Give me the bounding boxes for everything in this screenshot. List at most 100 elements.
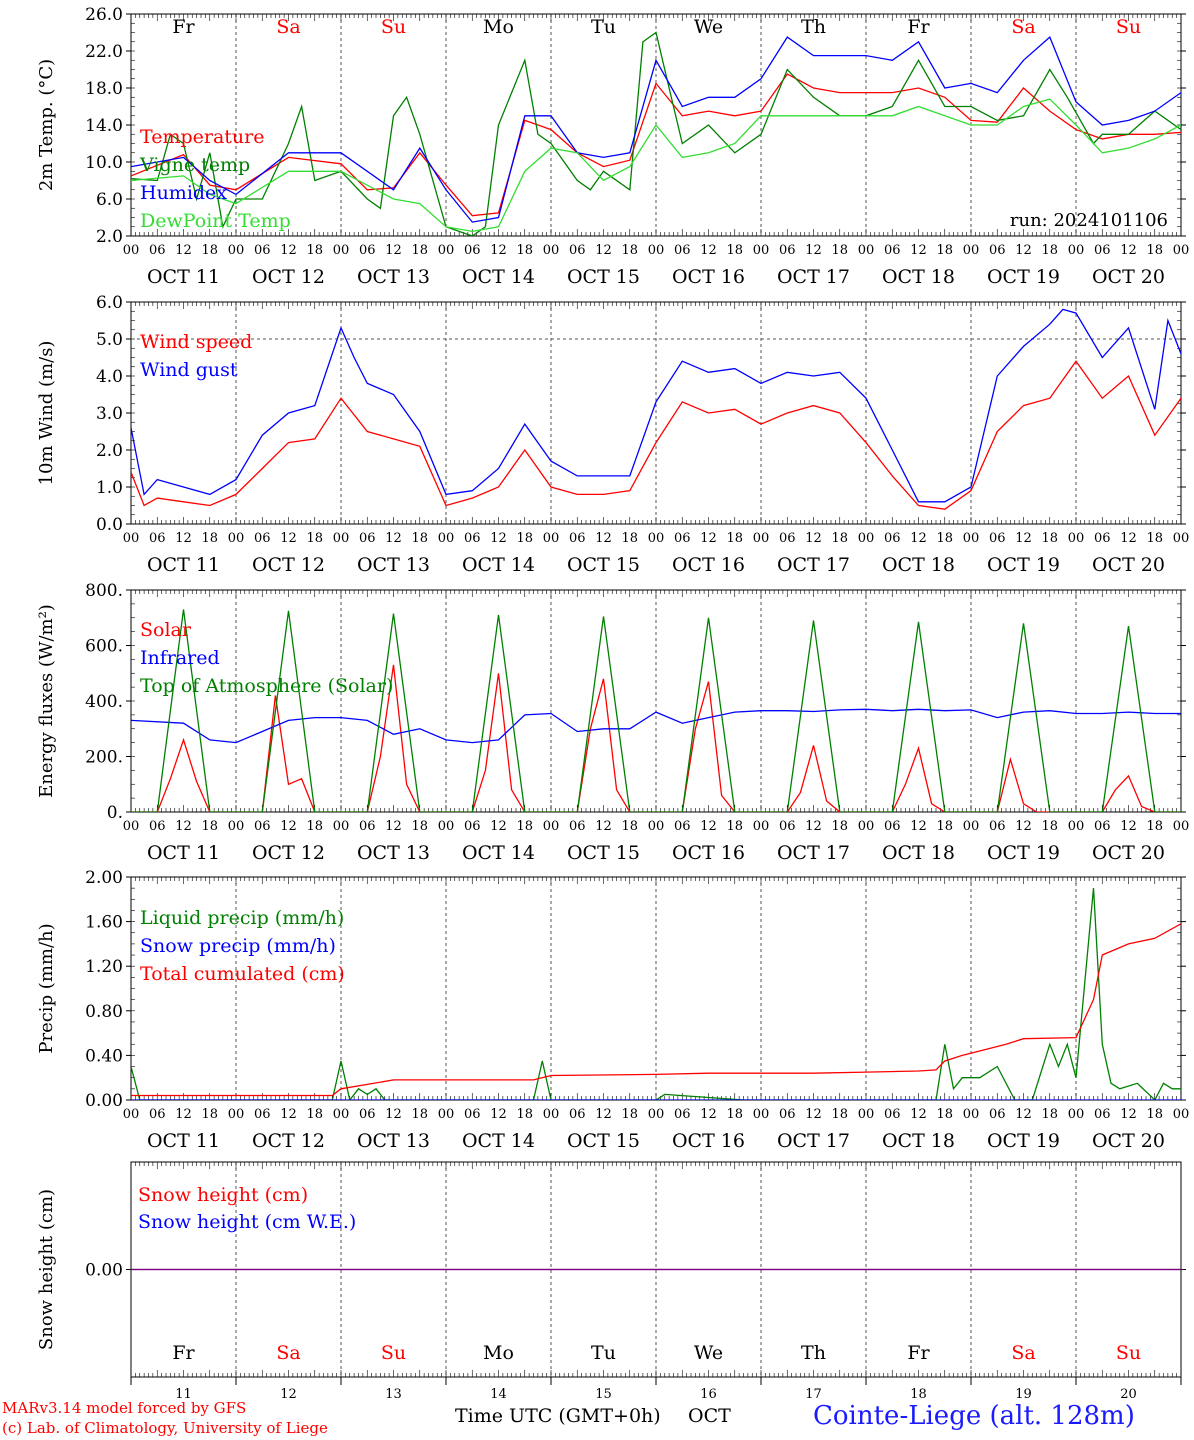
hour-tick-label: 06 bbox=[1094, 531, 1111, 546]
hour-tick-label: 18 bbox=[411, 531, 428, 546]
hour-tick-label: 12 bbox=[175, 243, 192, 258]
hour-tick-label: 18 bbox=[726, 243, 743, 258]
panel-5: 0.00 Snow height (cm) Fr Sa Su Mo Tu We Th Fr Sa Su… bbox=[36, 1161, 1186, 1378]
y-tick-label: 800. bbox=[85, 581, 123, 601]
hour-tick-label: 00 bbox=[333, 1107, 350, 1122]
date-label: OCT 20 bbox=[1092, 266, 1165, 288]
run-label: run: 2024101106 bbox=[1010, 210, 1168, 231]
hour-tick-label: 00 bbox=[228, 1107, 245, 1122]
hour-tick-label: 18 bbox=[831, 1107, 848, 1122]
legend-entry: Snow precip (mm/h) bbox=[140, 935, 336, 957]
hour-tick-label: 00 bbox=[438, 531, 455, 546]
y-tick-label: 200. bbox=[85, 748, 123, 768]
date-label: OCT 17 bbox=[777, 554, 850, 576]
date-label: OCT 19 bbox=[987, 842, 1060, 864]
hour-tick-label: 18 bbox=[306, 819, 323, 834]
hour-tick-label: 06 bbox=[149, 1107, 166, 1122]
hour-tick-label: 06 bbox=[359, 1107, 376, 1122]
y-tick-label: 6.0 bbox=[96, 190, 123, 210]
weekday-label: Fr bbox=[172, 16, 195, 38]
date-label: OCT 17 bbox=[777, 842, 850, 864]
hour-tick-label: 06 bbox=[674, 243, 691, 258]
y-tick-label: 0.00 bbox=[85, 1091, 123, 1111]
hour-tick-label: 06 bbox=[569, 531, 586, 546]
hour-tick-label: 18 bbox=[726, 531, 743, 546]
day-number-label: 13 bbox=[385, 1387, 402, 1402]
weekday-label: Sa bbox=[276, 16, 300, 38]
hour-tick-label: 18 bbox=[936, 531, 953, 546]
date-label: OCT 11 bbox=[147, 554, 220, 576]
hour-tick-label: 18 bbox=[411, 1107, 428, 1122]
hour-tick-label: 00 bbox=[1068, 531, 1085, 546]
hour-tick-label: 18 bbox=[831, 243, 848, 258]
legend-entry: Wind gust bbox=[140, 359, 238, 381]
date-label: OCT 18 bbox=[882, 842, 955, 864]
hour-tick-label: 00 bbox=[228, 819, 245, 834]
y-tick-label: 0. bbox=[107, 803, 123, 823]
date-label: OCT 19 bbox=[987, 1130, 1060, 1152]
date-label: OCT 16 bbox=[672, 554, 745, 576]
y-tick-label: 6.0 bbox=[96, 293, 123, 313]
legend-entry: Solar bbox=[140, 619, 192, 641]
y-axis-title: 10m Wind (m/s) bbox=[36, 341, 57, 486]
hour-tick-label: 00 bbox=[753, 243, 770, 258]
legend-entry: Humidex bbox=[140, 182, 227, 204]
legend-entry: Vigne temp bbox=[139, 154, 250, 176]
hour-tick-label: 12 bbox=[1015, 1107, 1032, 1122]
date-label: OCT 14 bbox=[462, 554, 535, 576]
hour-tick-label: 06 bbox=[674, 531, 691, 546]
hour-tick-label: 12 bbox=[1120, 819, 1137, 834]
y-tick-label: 5.0 bbox=[96, 330, 123, 350]
panel-3: 0. 200. 400. 600. 800. Energy fluxes (W/m²) 00… bbox=[36, 581, 1189, 864]
hour-tick-label: 18 bbox=[516, 531, 533, 546]
date-label: OCT 15 bbox=[567, 1130, 640, 1152]
date-label: OCT 13 bbox=[357, 1130, 430, 1152]
date-label: OCT 13 bbox=[357, 266, 430, 288]
hour-tick-label: 00 bbox=[1173, 1107, 1190, 1122]
hour-tick-label: 12 bbox=[1120, 1107, 1137, 1122]
hour-tick-label: 12 bbox=[910, 243, 927, 258]
weekday-label: Mo bbox=[483, 1342, 514, 1364]
footer-month: OCT bbox=[688, 1405, 731, 1427]
y-tick-label: 0.40 bbox=[85, 1046, 123, 1066]
series-line-solar bbox=[131, 664, 1181, 812]
hour-tick-label: 00 bbox=[123, 1107, 140, 1122]
panel-2: 0.0 1.0 2.0 3.0 4.0 5.0 6.0 10m Wind (m/s) 00 06 1… bbox=[36, 293, 1189, 576]
hour-tick-label: 00 bbox=[963, 531, 980, 546]
hour-tick-label: 12 bbox=[805, 531, 822, 546]
hour-tick-label: 00 bbox=[858, 531, 875, 546]
hour-tick-label: 06 bbox=[254, 1107, 271, 1122]
hour-tick-label: 18 bbox=[621, 819, 638, 834]
weekday-label: Tu bbox=[591, 16, 616, 38]
hour-tick-label: 12 bbox=[280, 819, 297, 834]
series-line-top-of-atmosphere-solar bbox=[131, 609, 1181, 812]
weekday-label: We bbox=[694, 16, 723, 38]
hour-tick-label: 00 bbox=[1173, 819, 1190, 834]
hour-tick-label: 00 bbox=[333, 531, 350, 546]
date-label: OCT 12 bbox=[252, 266, 325, 288]
hour-tick-label: 18 bbox=[621, 1107, 638, 1122]
date-label: OCT 15 bbox=[567, 266, 640, 288]
hour-tick-label: 06 bbox=[884, 531, 901, 546]
hour-tick-label: 00 bbox=[648, 243, 665, 258]
hour-tick-label: 12 bbox=[700, 1107, 717, 1122]
hour-tick-label: 18 bbox=[306, 531, 323, 546]
weekday-label: Fr bbox=[172, 1342, 195, 1364]
hour-tick-label: 00 bbox=[1068, 1107, 1085, 1122]
y-axis-title: Precip (mm/h) bbox=[36, 923, 57, 1053]
hour-tick-label: 18 bbox=[411, 819, 428, 834]
hour-tick-label: 18 bbox=[1146, 1107, 1163, 1122]
day-number-label: 15 bbox=[595, 1387, 612, 1402]
hour-tick-label: 12 bbox=[595, 819, 612, 834]
hour-tick-label: 06 bbox=[779, 1107, 796, 1122]
hour-tick-label: 06 bbox=[884, 819, 901, 834]
footer-xlabel: Time UTC (GMT+0h) bbox=[455, 1405, 661, 1427]
date-label: OCT 18 bbox=[882, 554, 955, 576]
hour-tick-label: 00 bbox=[858, 243, 875, 258]
weekday-label: Sa bbox=[1011, 1342, 1035, 1364]
date-label: OCT 12 bbox=[252, 1130, 325, 1152]
hour-tick-label: 06 bbox=[1094, 243, 1111, 258]
hour-tick-label: 18 bbox=[1146, 243, 1163, 258]
legend-entry: Temperature bbox=[140, 126, 264, 148]
hour-tick-label: 12 bbox=[805, 1107, 822, 1122]
